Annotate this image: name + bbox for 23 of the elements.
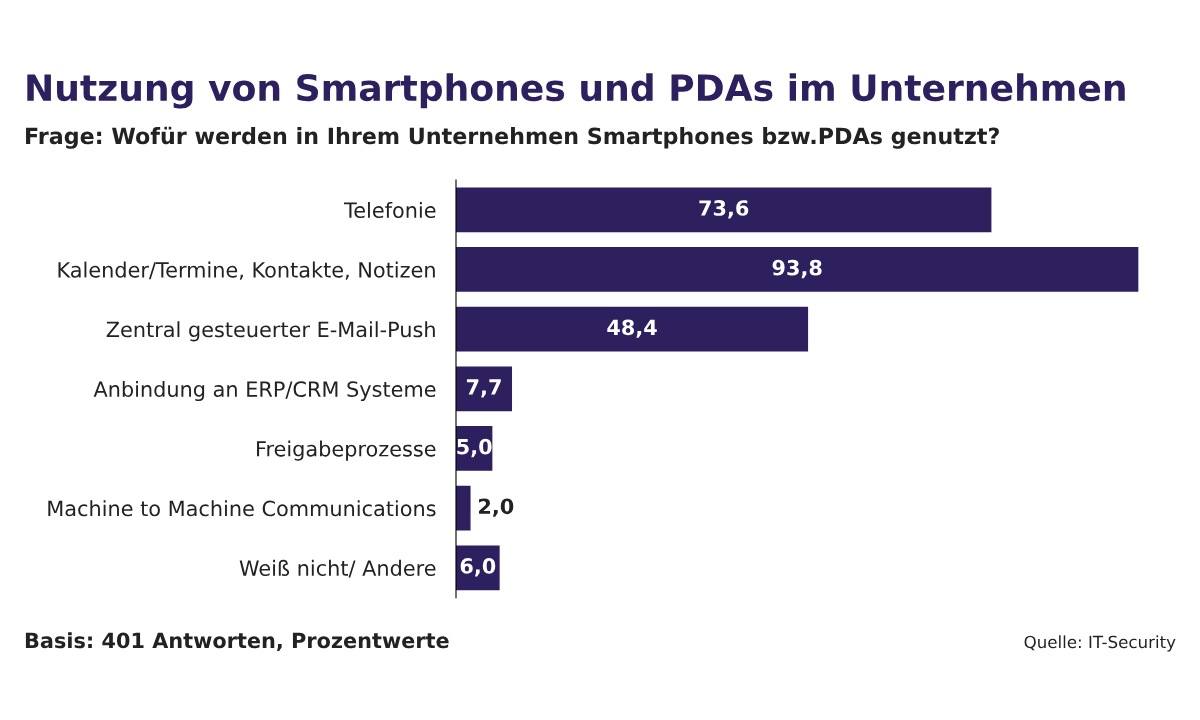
y-tick-label: Machine to Machine Communications bbox=[48, 500, 436, 517]
bar bbox=[456, 247, 1139, 292]
y-tick-label: Weiß nicht/ Andere bbox=[239, 559, 436, 578]
data-label: 7,7 bbox=[466, 379, 501, 398]
y-tick-label: Anbindung an ERP/CRM Systeme bbox=[93, 380, 436, 402]
y-tick-label: Freigabeprozesse bbox=[257, 440, 436, 461]
data-label: 48,4 bbox=[607, 319, 657, 338]
bar bbox=[456, 187, 992, 233]
y-tick-label: Telefonie bbox=[343, 201, 436, 219]
source-note: Quelle: IT-Security bbox=[1024, 635, 1176, 652]
y-tick-label: Kalender/Termine, Kontakte, Notizen bbox=[58, 261, 435, 280]
data-label: 93,8 bbox=[772, 259, 822, 279]
data-label: 6,0 bbox=[460, 558, 496, 577]
bar bbox=[456, 366, 513, 412]
data-label: 5,0 bbox=[457, 438, 492, 458]
chart-subtitle: Frage: Wofür werden in Ihrem Unternehmen Smartphones bzw.PDAs genutzt? bbox=[26, 126, 999, 149]
bar bbox=[456, 306, 809, 352]
chart-title: Nutzung von Smartphones und PDAs im Unternehmen bbox=[27, 73, 1125, 109]
text: Basis: 401 Antworten, Prozentwerte bbox=[25, 632, 449, 651]
data-label: 73,6 bbox=[699, 200, 749, 219]
data-label: 2,0 bbox=[479, 498, 514, 517]
bar bbox=[456, 485, 471, 531]
y-tick-label: Zentral gesteuerter E-Mail-Push bbox=[106, 321, 435, 342]
